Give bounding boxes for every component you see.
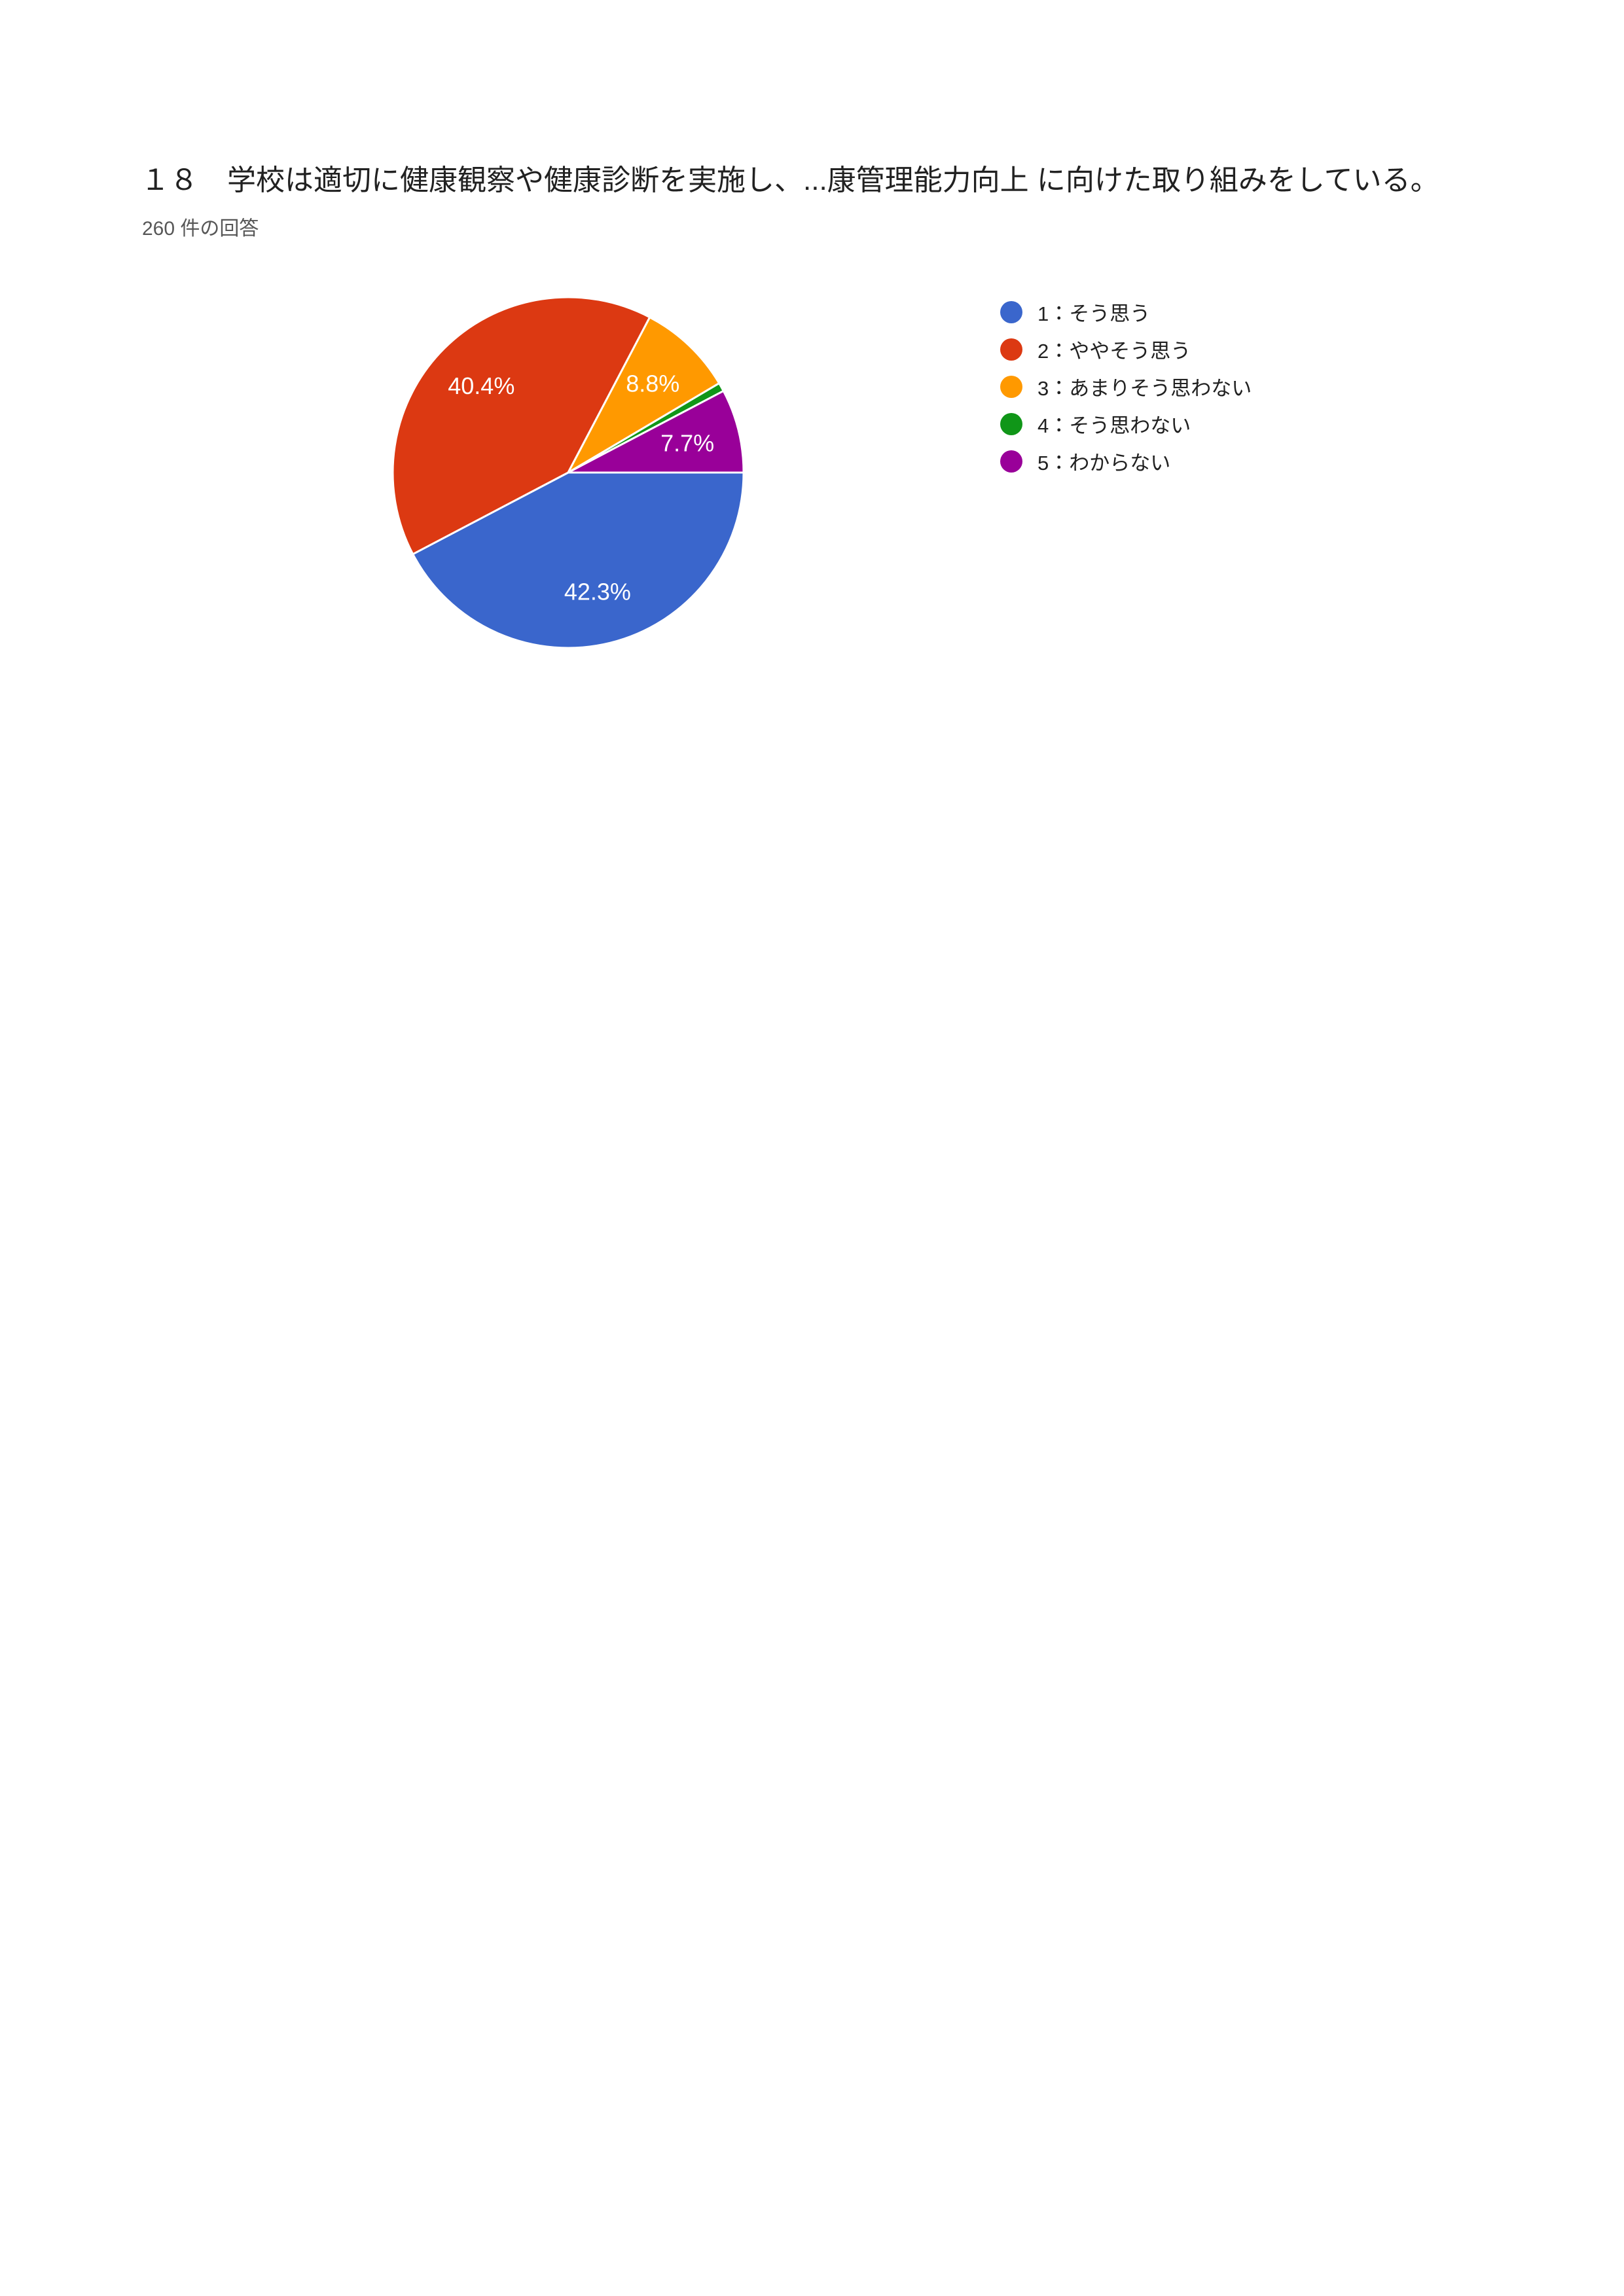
question-title: １８ 学校は適切に健康観察や健康診断を実施し、...康管理能力向上 に向けた取り… [141, 164, 1439, 196]
legend-color-dot-icon [1000, 412, 1022, 435]
legend-item-label: 3：あまりそう思わない [1038, 377, 1252, 400]
legend-item: 3：あまりそう思わない [1000, 368, 1252, 405]
legend-color-dot-icon [1000, 375, 1022, 398]
pie-slice-5 [567, 389, 745, 474]
legend-item: 4：そう思わない [1000, 405, 1252, 442]
pie-slice-percent-label: 42.3% [564, 579, 631, 605]
legend-item-label: 4：そう思わない [1038, 414, 1191, 437]
pie-slice-percent-label: 8.8% [626, 370, 679, 397]
chart-legend: 1：そう思う 2：ややそう思う 3：あまりそう思わない 4：そう思わない 5：わ… [1000, 293, 1252, 480]
legend-item: 5：わからない [1000, 442, 1252, 480]
response-count: 260 件の回答 [142, 218, 259, 240]
pie-slice-1 [412, 471, 745, 649]
pie-slice-3 [567, 316, 721, 474]
pie-slice-percent-label: 40.4% [448, 372, 514, 399]
pie-chart: 42.3% 40.4% 8.8% 7.7% [391, 296, 745, 649]
legend-item-label: 2：ややそう思う [1038, 340, 1191, 363]
pie-slice-2 [391, 296, 651, 556]
legend-item: 1：そう思う [1000, 293, 1252, 331]
legend-color-dot-icon [1000, 300, 1022, 323]
legend-item: 2：ややそう思う [1000, 331, 1252, 368]
legend-item-label: 5：わからない [1038, 452, 1171, 475]
legend-color-dot-icon [1000, 450, 1022, 473]
legend-item-label: 1：そう思う [1038, 302, 1151, 325]
pie-slice-percent-label: 7.7% [660, 430, 714, 457]
legend-color-dot-icon [1000, 338, 1022, 361]
